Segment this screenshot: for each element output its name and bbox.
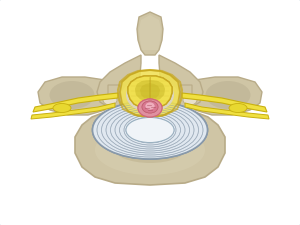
Polygon shape <box>140 83 160 99</box>
Polygon shape <box>182 93 267 112</box>
Polygon shape <box>108 85 120 107</box>
Polygon shape <box>159 55 203 107</box>
Ellipse shape <box>92 101 208 159</box>
Ellipse shape <box>50 81 94 109</box>
Ellipse shape <box>126 117 174 142</box>
Polygon shape <box>128 76 172 108</box>
Ellipse shape <box>126 117 174 142</box>
Ellipse shape <box>95 125 205 175</box>
Polygon shape <box>75 110 225 185</box>
Ellipse shape <box>142 101 158 113</box>
Ellipse shape <box>126 78 174 112</box>
Ellipse shape <box>112 131 188 163</box>
Polygon shape <box>97 55 141 107</box>
Ellipse shape <box>146 103 154 110</box>
Ellipse shape <box>121 78 179 116</box>
Polygon shape <box>137 12 163 55</box>
Polygon shape <box>120 70 180 117</box>
Ellipse shape <box>103 95 117 105</box>
Ellipse shape <box>183 95 197 105</box>
Polygon shape <box>180 85 192 107</box>
Ellipse shape <box>53 104 71 112</box>
Polygon shape <box>139 15 161 50</box>
Ellipse shape <box>138 99 162 117</box>
Polygon shape <box>128 76 172 108</box>
Polygon shape <box>33 93 118 112</box>
Polygon shape <box>188 77 262 115</box>
Polygon shape <box>185 103 269 119</box>
Ellipse shape <box>206 81 250 109</box>
Ellipse shape <box>138 99 162 117</box>
Ellipse shape <box>142 101 158 113</box>
Polygon shape <box>38 77 112 115</box>
Ellipse shape <box>92 101 208 159</box>
Polygon shape <box>135 80 165 102</box>
Ellipse shape <box>146 103 154 110</box>
Polygon shape <box>31 103 115 119</box>
Ellipse shape <box>229 104 247 112</box>
Polygon shape <box>135 80 165 102</box>
